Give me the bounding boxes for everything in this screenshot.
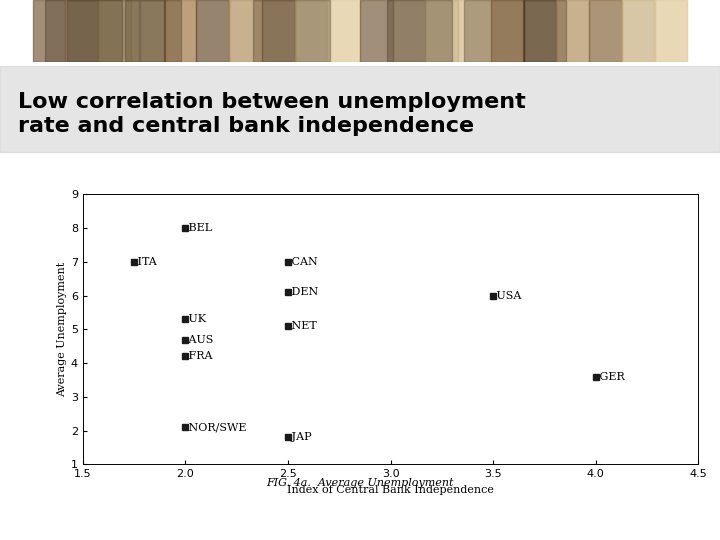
Text: UK: UK — [185, 314, 207, 325]
Bar — [66, 0, 98, 62]
Bar — [131, 0, 163, 62]
Text: FRA: FRA — [185, 352, 213, 361]
Text: ITA: ITA — [134, 257, 157, 267]
Text: DEN: DEN — [288, 287, 318, 298]
Bar — [98, 0, 131, 62]
Bar — [557, 0, 589, 62]
Text: BEL: BEL — [185, 223, 212, 233]
Bar — [197, 0, 229, 62]
Text: GER: GER — [596, 372, 624, 382]
Bar — [262, 0, 294, 62]
Bar — [464, 0, 524, 62]
Text: NET: NET — [288, 321, 317, 331]
Bar — [45, 0, 122, 62]
Bar — [387, 0, 452, 62]
Bar — [589, 0, 622, 62]
Text: JAP: JAP — [288, 433, 312, 442]
Bar — [523, 0, 557, 62]
Text: © 2007 Thomson South-Western: © 2007 Thomson South-Western — [545, 520, 706, 530]
Bar — [253, 0, 330, 62]
Bar — [360, 0, 392, 62]
Bar — [491, 0, 523, 62]
Y-axis label: Average Unemployment: Average Unemployment — [57, 262, 67, 397]
Bar — [229, 0, 262, 62]
Bar — [125, 0, 164, 62]
Bar — [67, 0, 140, 62]
Bar — [654, 0, 688, 62]
X-axis label: Index of Central Bank Independence: Index of Central Bank Independence — [287, 485, 494, 495]
Text: USA: USA — [493, 291, 521, 301]
Text: AUS: AUS — [185, 334, 214, 345]
Bar — [328, 0, 360, 62]
Text: Low correlation between unemployment
rate and central bank independence: Low correlation between unemployment rat… — [18, 92, 526, 137]
Bar — [32, 0, 66, 62]
Text: NOR/SWE: NOR/SWE — [185, 422, 247, 433]
Text: CAN: CAN — [288, 257, 318, 267]
Bar — [523, 0, 566, 62]
Bar — [426, 0, 458, 62]
Bar — [294, 0, 328, 62]
Bar — [392, 0, 426, 62]
Bar — [163, 0, 197, 62]
Text: FIG. 4a.  Average Unemployment: FIG. 4a. Average Unemployment — [266, 478, 454, 488]
Bar — [458, 0, 491, 62]
Bar — [140, 0, 181, 62]
Bar — [622, 0, 654, 62]
